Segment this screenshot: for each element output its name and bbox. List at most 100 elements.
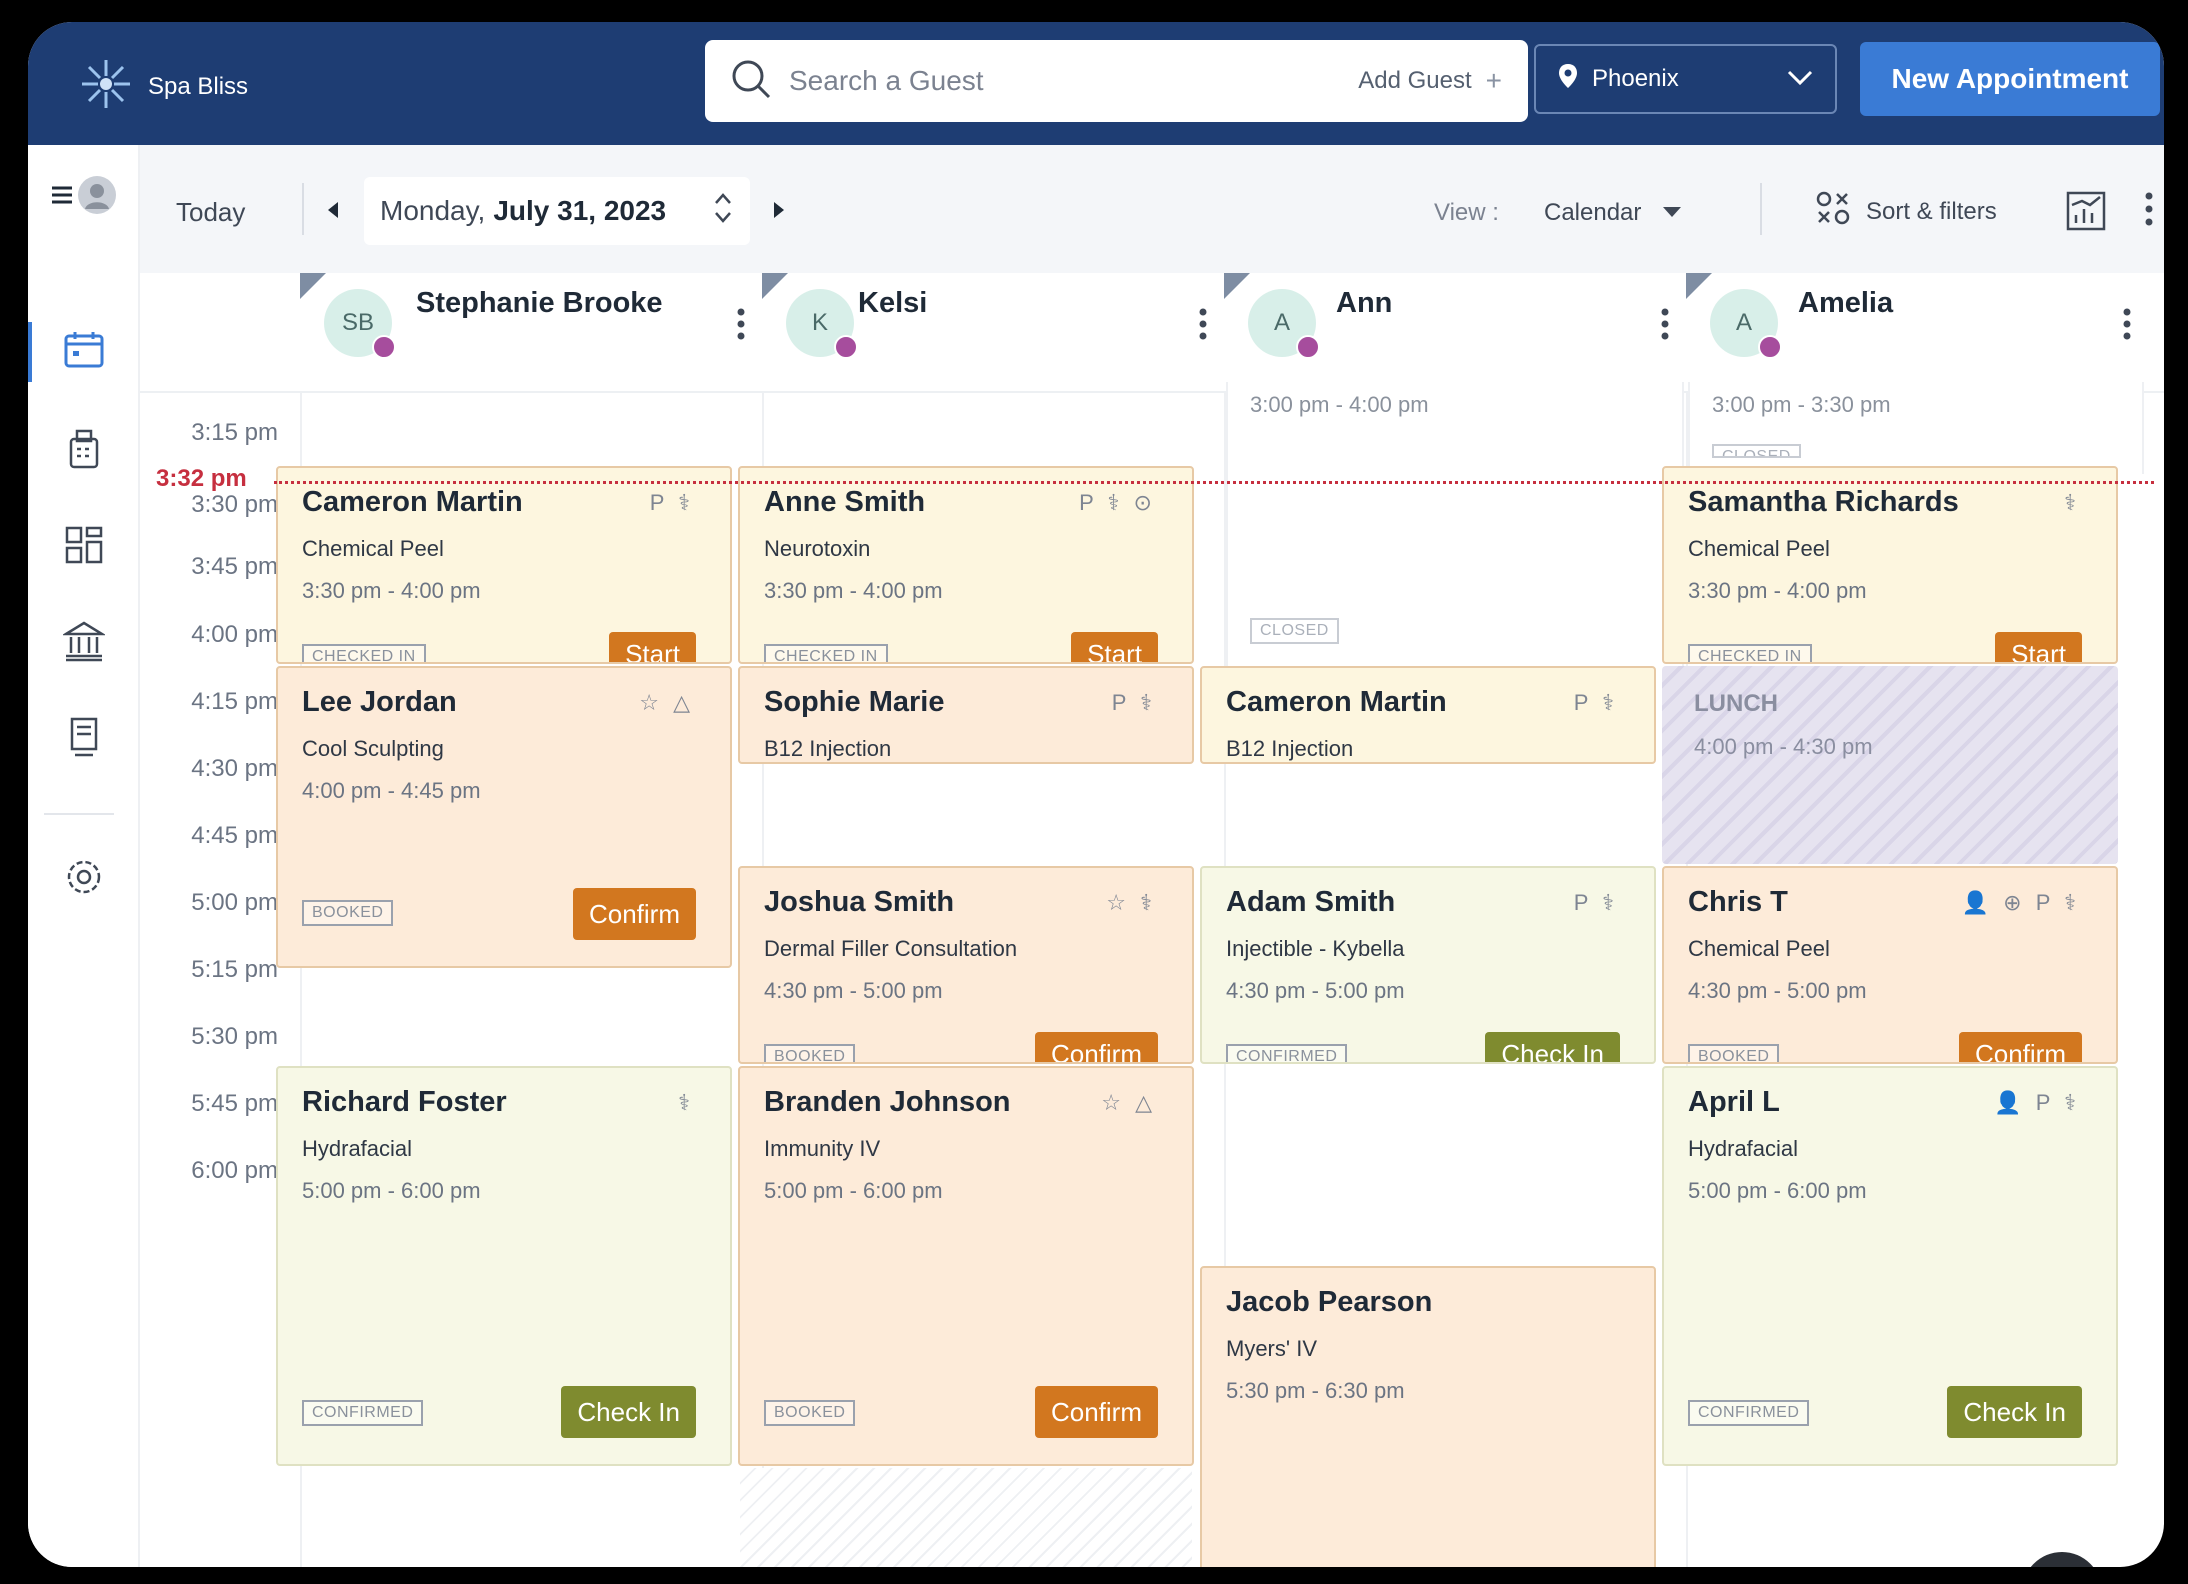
time-label: 5:15 pm [191, 956, 278, 983]
next-day-button[interactable] [772, 201, 786, 224]
guest-name: Branden Johnson [764, 1086, 1011, 1118]
appointment-card[interactable]: Cameron Martin P ⚕ Chemical Peel 3:30 pm… [276, 466, 732, 664]
sidebar-item-finance[interactable] [61, 621, 107, 665]
appointment-flag-icons: P ⚕ [1573, 690, 1618, 715]
guest-name: Cameron Martin [1226, 686, 1447, 718]
appointment-card[interactable]: April L 👤 P ⚕ Hydrafacial 5:00 pm - 6:00… [1662, 1066, 2118, 1466]
kebab-icon[interactable] [1660, 307, 1670, 346]
status-badge: BOOKED [1688, 1044, 1780, 1062]
floating-action-button[interactable] [2022, 1552, 2102, 1567]
appointment-card[interactable]: Branden Johnson ☆ △ Immunity IV 5:00 pm … [738, 1066, 1194, 1466]
more-options-icon[interactable] [2144, 191, 2154, 232]
menu-toggle-button[interactable] [44, 175, 124, 219]
app-window: Spa Bliss Add Guest + Phoenix New Appoin… [28, 22, 2164, 1567]
status-badge: CHECKED IN [1688, 644, 1812, 662]
date-picker[interactable]: Monday, July 31, 2023 [364, 177, 750, 245]
document-icon [69, 717, 99, 762]
confirm-button[interactable]: Confirm [1958, 1032, 2082, 1062]
check-in-button[interactable]: Check In [561, 1386, 696, 1438]
avatar-initials: K [811, 309, 828, 336]
location-select[interactable]: Phoenix [1534, 44, 1837, 114]
search-input[interactable] [789, 65, 1269, 97]
pos-icon [67, 429, 101, 474]
closed-block: 3:00 pm - 3:30 pm CLOSED [1688, 382, 2144, 474]
remove-icon[interactable] [372, 335, 396, 359]
date-value: July 31, 2023 [493, 195, 667, 226]
appointment-card[interactable]: Samantha Richards ⚕ Chemical Peel 3:30 p… [1662, 466, 2118, 664]
report-icon[interactable] [2066, 191, 2106, 236]
appointment-card[interactable]: Richard Foster ⚕ Hydrafacial 5:00 pm - 6… [276, 1066, 732, 1466]
check-in-button[interactable]: Check In [1947, 1386, 2082, 1438]
appointment-card[interactable]: Joshua Smith ☆ ⚕ Dermal Filler Consultat… [738, 866, 1194, 1064]
service-name: Injectible - Kybella [1226, 936, 1405, 961]
appointment-card[interactable]: Sophie Marie P ⚕ B12 Injection [738, 666, 1194, 764]
time-label: 5:30 pm [191, 1023, 278, 1050]
brand-name: Spa Bliss [148, 72, 249, 100]
search-box[interactable]: Add Guest + [705, 40, 1528, 122]
status-badge: CLOSED [1250, 618, 1339, 644]
confirm-button[interactable]: Confirm [1034, 1386, 1158, 1438]
appointment-flag-icons: ☆ △ [639, 690, 694, 715]
status-badge: CHECKED IN [302, 644, 426, 662]
time-label: 3:15 pm [191, 419, 278, 446]
time-label: 3:30 pm [191, 491, 278, 518]
confirm-button[interactable]: Confirm [572, 888, 696, 940]
staff-column-header[interactable]: A Ann [1224, 273, 1684, 393]
appointment-time: 5:00 pm - 6:00 pm [764, 1178, 943, 1203]
kebab-icon[interactable] [1198, 307, 1208, 346]
dashboard-icon [65, 526, 103, 569]
appointment-card[interactable]: Lee Jordan ☆ △ Cool Sculpting 4:00 pm - … [276, 666, 732, 968]
staff-column-header[interactable]: A Amelia [1686, 273, 2146, 393]
sidebar-item-calendar[interactable] [62, 329, 106, 373]
caret-down-icon[interactable] [1662, 205, 1682, 223]
prev-day-button[interactable] [326, 201, 340, 224]
appointment-card[interactable]: Jacob Pearson Myers' IV 5:30 pm - 6:30 p… [1200, 1266, 1656, 1567]
avatar-initials: SB [341, 309, 374, 336]
appointment-card[interactable]: Anne Smith P ⚕ ⊙ Neurotoxin 3:30 pm - 4:… [738, 466, 1194, 664]
staff-column-header[interactable]: K Kelsi [762, 273, 1222, 393]
remove-icon[interactable] [1296, 335, 1320, 359]
sidebar-item-dashboard[interactable] [62, 525, 106, 569]
service-name: Chemical Peel [302, 536, 444, 561]
service-name: Chemical Peel [1688, 936, 1830, 961]
unavailable-slot [740, 1468, 1192, 1567]
service-name: Chemical Peel [1688, 536, 1830, 561]
start-button[interactable]: Start [1995, 632, 2082, 662]
appointment-flag-icons: ☆ △ [1101, 1090, 1156, 1115]
settings-icon [64, 857, 104, 902]
header-corner-marker [762, 273, 788, 299]
chevron-down-icon [1787, 65, 1813, 93]
staff-column-header[interactable]: SB Stephanie Brooke [300, 273, 760, 393]
location-value: Phoenix [1592, 65, 1679, 92]
remove-icon[interactable] [834, 335, 858, 359]
today-button[interactable]: Today [176, 197, 246, 227]
appointment-card[interactable]: Chris T 👤 ⊕ P ⚕ Chemical Peel 4:30 pm - … [1662, 866, 2118, 1064]
brand[interactable]: Spa Bliss [76, 54, 248, 119]
remove-icon[interactable] [1758, 335, 1782, 359]
start-button[interactable]: Start [609, 632, 696, 662]
status-badge: BOOKED [764, 1400, 856, 1426]
guest-name: Lee Jordan [302, 686, 457, 718]
sort-filters-button[interactable]: Sort & filters [1816, 191, 1997, 232]
check-in-button[interactable]: Check In [1485, 1032, 1620, 1062]
left-sidebar [28, 145, 140, 1567]
confirm-button[interactable]: Confirm [1034, 1032, 1158, 1062]
new-appointment-button[interactable]: New Appointment [1860, 42, 2160, 116]
appointment-time: 5:00 pm - 6:00 pm [302, 1178, 481, 1203]
kebab-icon[interactable] [2122, 307, 2132, 346]
sidebar-item-pos[interactable] [62, 429, 106, 473]
guest-name: Samantha Richards [1688, 486, 1959, 518]
appointment-card[interactable]: Adam Smith P ⚕ Injectible - Kybella 4:30… [1200, 866, 1656, 1064]
appointment-card[interactable]: Cameron Martin P ⚕ B12 Injection [1200, 666, 1656, 764]
guest-name: April L [1688, 1086, 1780, 1118]
staff-name: Stephanie Brooke [416, 287, 663, 319]
service-name: B12 Injection [1226, 736, 1354, 761]
sidebar-item-forms[interactable] [62, 717, 106, 761]
start-button[interactable]: Start [1071, 632, 1158, 662]
kebab-icon[interactable] [736, 307, 746, 346]
appointment-flag-icons: ☆ ⚕ [1106, 890, 1156, 915]
sidebar-item-settings[interactable] [62, 857, 106, 901]
add-guest-button[interactable]: Add Guest + [1358, 65, 1502, 97]
view-select[interactable]: Calendar [1544, 199, 1642, 226]
closed-time: 3:00 pm - 3:30 pm [1712, 392, 1891, 417]
